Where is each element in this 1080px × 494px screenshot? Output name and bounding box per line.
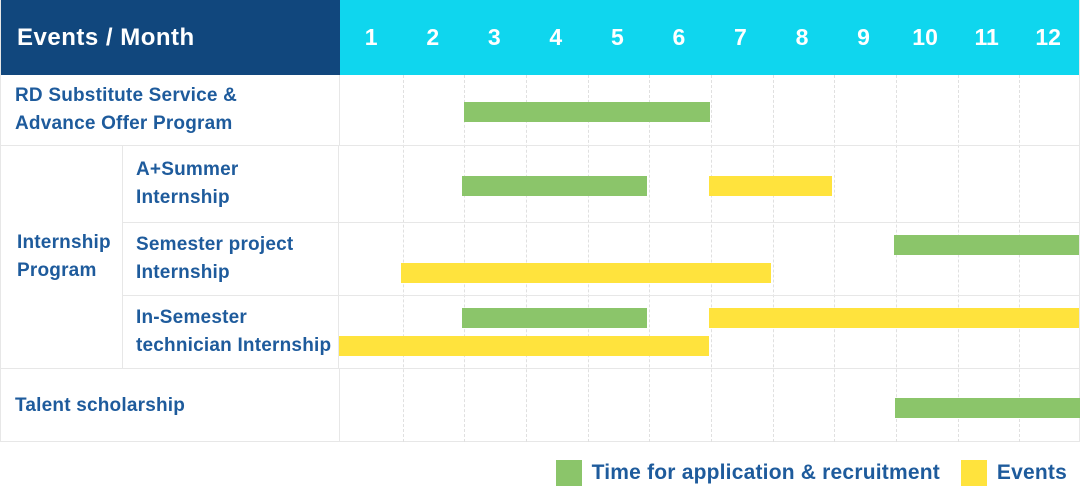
table-header: Events / Month 1 2 3 4 5 6 7 8 9 10 11 12	[1, 0, 1079, 75]
row-semester-project: Semester project Internship	[123, 221, 1079, 296]
month-header-cell: 11	[974, 24, 999, 50]
legend-swatch-green-icon	[555, 460, 582, 486]
row-in-semester: In-Semester technician Internship	[123, 295, 1079, 368]
header-events-month-cell: Events / Month	[1, 0, 341, 75]
row-talent-scholarship: Talent scholarship	[1, 368, 1080, 442]
row-label-line: Internship	[136, 261, 230, 283]
row-label-line: technician Internship	[136, 335, 332, 357]
gantt-bar-events	[709, 308, 1079, 329]
legend-item-events: Events	[960, 460, 1067, 486]
row-chart-a-summer	[339, 146, 1079, 222]
row-chart-rd-substitute	[340, 75, 1079, 145]
group-label-line: Internship	[17, 232, 111, 253]
row-chart-semester-project	[339, 223, 1079, 296]
table-body: RD Substitute Service & Advance Offer Pr…	[1, 75, 1080, 442]
row-chart-in-semester	[339, 296, 1079, 368]
gantt-bar-application	[463, 102, 711, 122]
legend-label-events: Events	[996, 461, 1067, 484]
row-label-in-semester: In-Semester technician Internship	[123, 296, 339, 368]
gantt-bar-events	[339, 336, 709, 357]
legend: Time for application & recruitment Event…	[0, 442, 1080, 494]
group-label-line: Program	[17, 260, 97, 281]
row-label-rd-substitute: RD Substitute Service & Advance Offer Pr…	[1, 75, 341, 145]
month-header-cell: 7	[734, 24, 747, 50]
group-internship-program: Internship Program A+Summer Internship S…	[1, 145, 1079, 368]
gantt-bar-events	[400, 262, 771, 283]
gantt-bar-events	[709, 175, 833, 196]
month-header-cell: 5	[610, 24, 624, 50]
row-label-semester-project: Semester project Internship	[123, 222, 339, 296]
row-label-line: Advance Offer Program	[15, 113, 233, 134]
row-label-line: Semester project	[136, 233, 294, 255]
gantt-bar-application	[462, 175, 648, 196]
gantt-bar-application	[462, 308, 648, 329]
row-a-summer: A+Summer Internship	[123, 146, 1079, 222]
row-label-line: Internship	[136, 186, 230, 208]
row-chart-talent-scholarship	[340, 369, 1080, 442]
row-label-line: A+Summer	[136, 158, 239, 180]
month-header-cell: 9	[857, 24, 870, 50]
row-label-talent-scholarship: Talent scholarship	[1, 369, 341, 442]
header-title: Events / Month	[17, 23, 195, 51]
legend-label-application: Time for application & recruitment	[591, 461, 940, 484]
group-subrows: A+Summer Internship Semester project Int…	[123, 146, 1079, 368]
month-header-cell: 3	[487, 24, 501, 50]
month-header-cell: 12	[1035, 24, 1061, 50]
row-label-line: In-Semester	[136, 307, 247, 329]
group-cell-internship-program: Internship Program	[1, 146, 123, 368]
month-header-row: 1 2 3 4 5 6 7 8 9 10 11 12	[340, 0, 1079, 75]
legend-item-application: Time for application & recruitment	[555, 460, 940, 486]
month-header-cell: 10	[912, 24, 938, 50]
row-rd-substitute: RD Substitute Service & Advance Offer Pr…	[1, 75, 1079, 145]
row-label-line: Talent scholarship	[15, 394, 186, 416]
row-label-line: RD Substitute Service &	[15, 85, 238, 106]
month-header-cell: 2	[426, 24, 440, 50]
month-header-cell: 8	[795, 24, 809, 50]
month-header-cell: 1	[364, 24, 378, 50]
month-header-cell: 4	[549, 24, 563, 50]
month-header-cell: 6	[672, 24, 686, 50]
gantt-table: Events / Month 1 2 3 4 5 6 7 8 9 10 11 12 RD Substi…	[0, 0, 1080, 442]
gantt-bar-application	[895, 397, 1080, 418]
legend-swatch-yellow-icon	[960, 460, 987, 486]
row-label-a-summer: A+Summer Internship	[123, 146, 339, 222]
gantt-bar-application	[894, 234, 1079, 255]
